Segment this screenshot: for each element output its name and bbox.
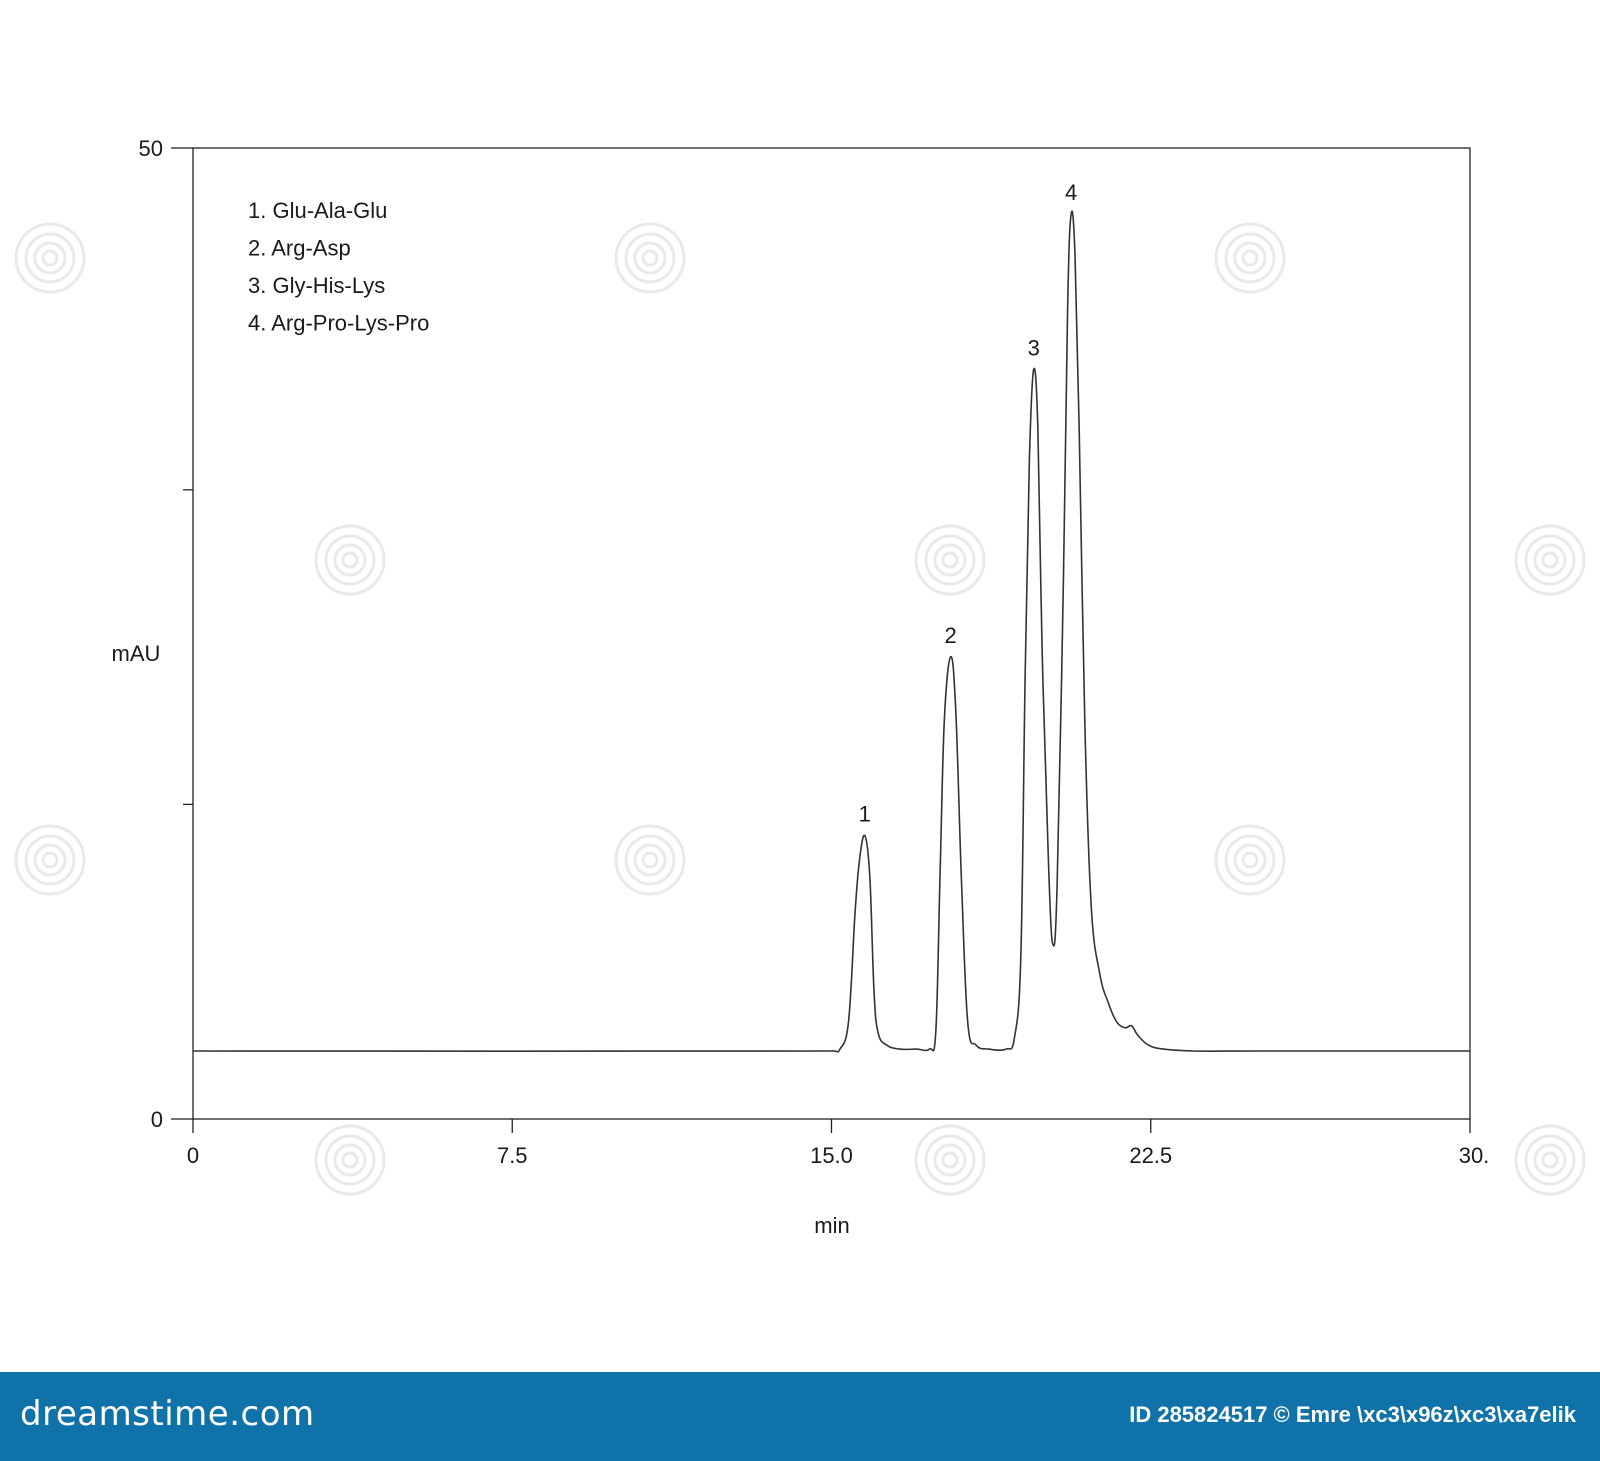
y-axis-label: mAU — [112, 641, 161, 666]
legend-entry: 1. Glu-Ala-Glu — [248, 198, 387, 223]
watermark-icon — [1514, 524, 1586, 596]
y-tick-label: 0 — [151, 1107, 163, 1132]
watermark-icon — [1514, 1124, 1586, 1196]
watermark-icon — [914, 1124, 986, 1196]
peak-label-4: 4 — [1065, 180, 1077, 205]
watermark-layer — [14, 222, 1586, 1196]
watermark-icon — [14, 824, 86, 896]
legend-entry: 4. Arg-Pro-Lys-Pro — [248, 311, 429, 336]
watermark-icon — [314, 1124, 386, 1196]
chromatogram-chart: 50 0 0 7.5 15.0 22.5 30. 1 2 3 4 1. Glu-Ala-Glu 2… — [14, 136, 1586, 1238]
peak-label-2: 2 — [945, 623, 957, 648]
watermark-icon — [1214, 824, 1286, 896]
x-tick-label: 22.5 — [1129, 1143, 1172, 1168]
watermark-icon — [614, 824, 686, 896]
y-tick-label: 50 — [139, 136, 163, 161]
watermark-icon — [1214, 222, 1286, 294]
peak-label-1: 1 — [859, 801, 871, 826]
legend: 1. Glu-Ala-Glu 2. Arg-Asp 3. Gly-His-Lys 4.… — [248, 198, 429, 336]
footer-credit-text: ID 285824517 © Emre \xc3\x96z\xc3\xa7eli… — [1129, 1402, 1576, 1427]
x-axis-label: min — [814, 1213, 849, 1238]
watermark-icon — [314, 524, 386, 596]
peak-labels: 1 2 3 4 — [859, 180, 1078, 826]
x-tick-label: 15.0 — [810, 1143, 853, 1168]
watermark-icon — [614, 222, 686, 294]
footer-bar: dreamstime.com ID 285824517 © Emre \xc3\… — [0, 1372, 1600, 1461]
watermark-icon — [914, 524, 986, 596]
watermark-icon — [14, 222, 86, 294]
peak-label-3: 3 — [1028, 335, 1040, 360]
footer-brand-logo[interactable]: dreamstime.com — [20, 1394, 315, 1434]
legend-entry: 2. Arg-Asp — [248, 236, 351, 261]
x-tick-label: 7.5 — [497, 1143, 528, 1168]
x-axis: 0 7.5 15.0 22.5 30. — [187, 1119, 1489, 1168]
chromatogram-trace — [192, 210, 1470, 1053]
y-axis: 50 0 — [139, 136, 193, 1132]
legend-entry: 3. Gly-His-Lys — [248, 273, 385, 298]
x-tick-label: 30. — [1459, 1143, 1490, 1168]
x-tick-label: 0 — [187, 1143, 199, 1168]
